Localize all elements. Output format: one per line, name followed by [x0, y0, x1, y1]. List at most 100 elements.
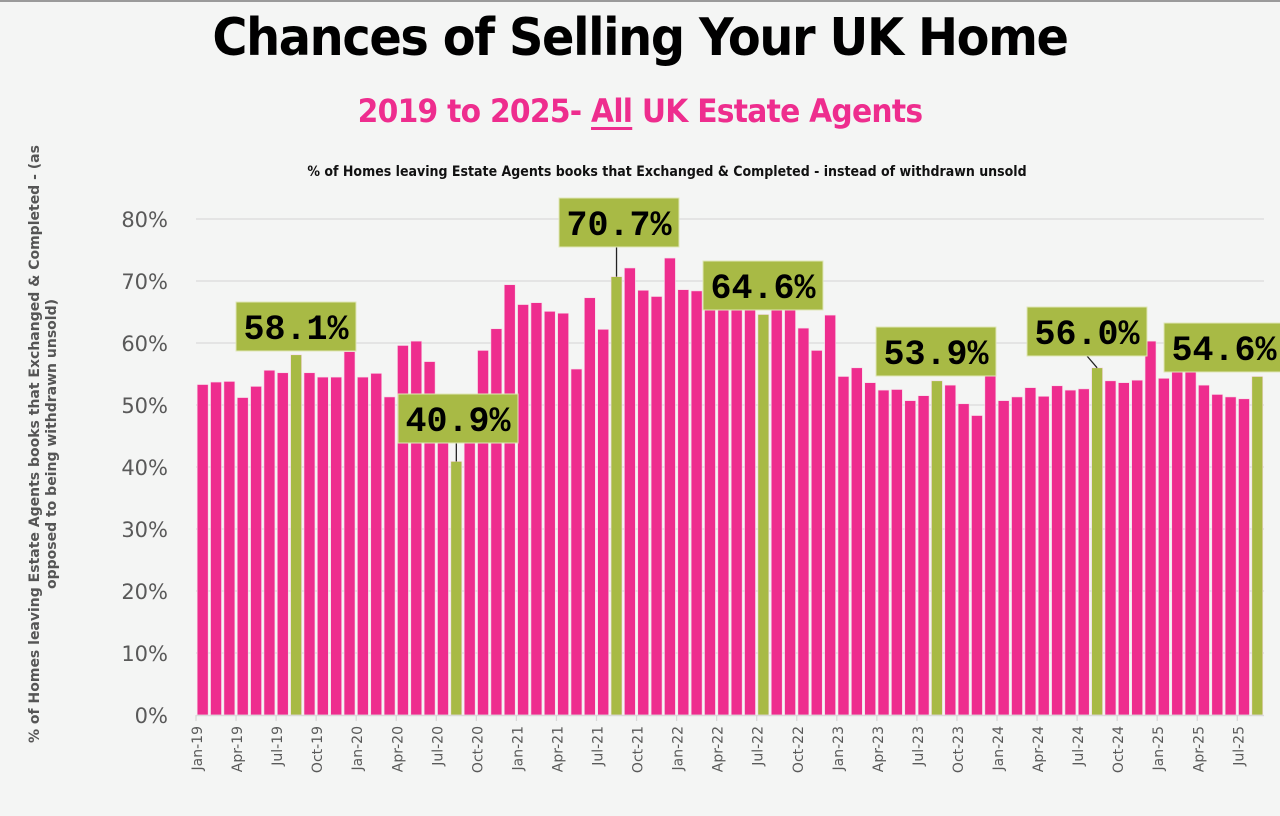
x-tick-label: Jul-24 — [1071, 726, 1087, 767]
y-tick-label: 30% — [121, 518, 168, 542]
data-callout: 54.6% — [1163, 322, 1280, 373]
bar — [1104, 380, 1117, 716]
bar — [1158, 378, 1170, 716]
bar — [1224, 396, 1237, 716]
bar — [263, 369, 276, 716]
callout-label: 40.9% — [405, 402, 511, 442]
bar — [437, 404, 449, 716]
y-tick-label: 20% — [121, 580, 168, 604]
bar — [837, 376, 850, 716]
bar — [223, 381, 236, 716]
data-callout: 70.7% — [558, 197, 680, 277]
bar — [704, 299, 716, 716]
bar — [744, 305, 756, 716]
bar — [1118, 382, 1130, 716]
callout-box — [397, 393, 519, 444]
bar — [250, 386, 262, 716]
bar — [210, 381, 222, 716]
callout-label: 58.1% — [243, 310, 349, 350]
bar — [944, 384, 957, 716]
bar — [717, 305, 730, 716]
callout-label: 64.6% — [710, 269, 816, 309]
chart-title: % of Homes leaving Estate Agents books t… — [307, 164, 1027, 180]
bar — [584, 297, 596, 716]
x-tick-label: Jul-21 — [591, 726, 607, 767]
bar — [677, 289, 690, 716]
data-callout: 40.9% — [397, 393, 519, 462]
x-tick-label: Jan-19 — [190, 726, 206, 771]
bar — [877, 389, 890, 716]
bar — [690, 290, 703, 716]
x-tick-label: Jan-25 — [1151, 726, 1167, 771]
bar — [463, 417, 476, 716]
bar — [730, 302, 743, 716]
bar — [1198, 384, 1210, 716]
callout-box — [1026, 306, 1148, 357]
bar — [343, 351, 356, 716]
bar — [370, 373, 382, 716]
x-tick-label: Jul-25 — [1231, 726, 1247, 767]
bar-highlight — [290, 354, 302, 716]
x-tick-label: Apr-19 — [230, 726, 246, 772]
x-tick-label: Oct-19 — [310, 726, 326, 773]
bar — [770, 299, 783, 716]
bar — [383, 396, 396, 716]
bar — [196, 384, 209, 716]
x-tick-label: Apr-25 — [1191, 726, 1207, 772]
x-tick-label: Jan-21 — [510, 726, 526, 771]
bar — [236, 397, 249, 716]
callout-box — [1163, 322, 1280, 373]
callouts: 58.1% 40.9% 70.7% 64.6% 53.9% 56.0% 54.6% — [235, 197, 1280, 462]
bar-highlight — [610, 276, 623, 716]
x-tick-label: Oct-23 — [951, 726, 967, 773]
x-tick-label: Jul-20 — [430, 726, 446, 767]
top-border — [0, 0, 1280, 2]
page-subtitle: 2019 to 2025- All UK Estate Agents — [45, 92, 1235, 130]
bar — [1238, 398, 1250, 716]
bar — [1011, 396, 1023, 716]
bar — [984, 373, 997, 716]
bar — [1024, 387, 1037, 716]
callout-label: 70.7% — [566, 206, 672, 246]
bars — [196, 257, 1264, 716]
x-tick-label: Oct-24 — [1111, 726, 1127, 773]
bar — [904, 400, 916, 716]
bar — [543, 311, 556, 716]
bar-highlight — [931, 380, 943, 716]
bar — [1171, 370, 1183, 716]
callout-box — [558, 197, 680, 248]
data-callout: 53.9% — [875, 326, 997, 377]
bar — [1078, 388, 1090, 716]
bar — [330, 376, 342, 716]
bar-highlight — [757, 314, 770, 716]
x-tick-label: Apr-21 — [550, 726, 566, 772]
bar — [624, 267, 636, 716]
bar-highlight — [1091, 367, 1103, 716]
callout-box — [235, 301, 357, 352]
bar — [317, 376, 329, 716]
x-axis: Jan-19 Apr-19 Jul-19 Oct-19 Jan-20 Apr-20 Jul-… — [190, 714, 1264, 773]
bar — [851, 367, 863, 716]
bar-highlight — [450, 461, 463, 716]
bar — [530, 302, 543, 716]
bar-highlight — [1251, 376, 1264, 716]
x-tick-label: Jan-23 — [831, 726, 847, 771]
data-callout: 64.6% — [702, 260, 824, 311]
bar — [1144, 340, 1157, 716]
y-tick-label: 80% — [121, 208, 168, 232]
x-tick-label: Jan-24 — [991, 726, 1007, 772]
callout-connector — [1086, 355, 1098, 369]
bar — [917, 395, 930, 716]
bar — [864, 382, 876, 716]
y-axis-ticks: 0% 10% 20% 30% 40% 50% 60% 70% 80% — [121, 208, 168, 728]
x-tick-label: Jul-23 — [911, 726, 927, 767]
callout-label: 53.9% — [883, 335, 989, 375]
bar — [1037, 396, 1050, 716]
x-tick-label: Oct-20 — [470, 726, 486, 773]
bar — [1131, 379, 1143, 716]
y-tick-label: 70% — [121, 270, 168, 294]
bar — [637, 289, 649, 716]
page-title: Chances of Selling Your UK Home — [212, 8, 1069, 68]
bar — [810, 350, 823, 716]
